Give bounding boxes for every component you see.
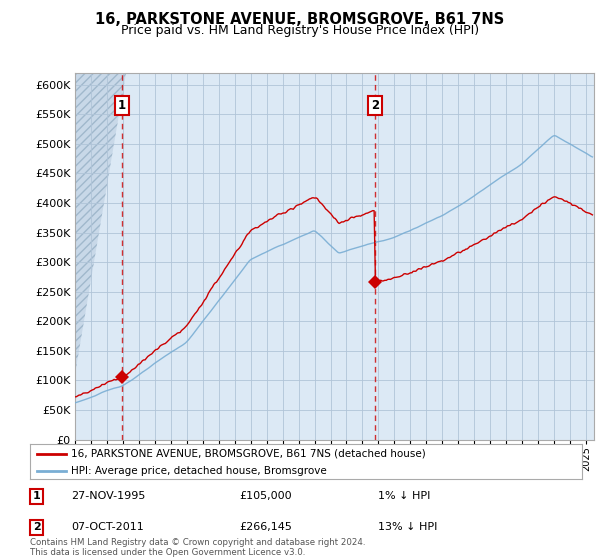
Text: 16, PARKSTONE AVENUE, BROMSGROVE, B61 7NS: 16, PARKSTONE AVENUE, BROMSGROVE, B61 7N… [95, 12, 505, 27]
Text: Price paid vs. HM Land Registry's House Price Index (HPI): Price paid vs. HM Land Registry's House … [121, 24, 479, 37]
Text: HPI: Average price, detached house, Bromsgrove: HPI: Average price, detached house, Brom… [71, 466, 327, 476]
Text: 27-NOV-1995: 27-NOV-1995 [71, 491, 146, 501]
Text: Contains HM Land Registry data © Crown copyright and database right 2024.
This d: Contains HM Land Registry data © Crown c… [30, 538, 365, 557]
Text: £266,145: £266,145 [240, 522, 293, 533]
Text: 07-OCT-2011: 07-OCT-2011 [71, 522, 144, 533]
Text: 2: 2 [33, 522, 40, 533]
Text: 1: 1 [33, 491, 40, 501]
Polygon shape [75, 73, 126, 374]
Text: 2: 2 [371, 99, 379, 113]
Text: 1% ↓ HPI: 1% ↓ HPI [378, 491, 430, 501]
Text: 1: 1 [118, 99, 125, 113]
Text: £105,000: £105,000 [240, 491, 292, 501]
Text: 13% ↓ HPI: 13% ↓ HPI [378, 522, 437, 533]
Text: 16, PARKSTONE AVENUE, BROMSGROVE, B61 7NS (detached house): 16, PARKSTONE AVENUE, BROMSGROVE, B61 7N… [71, 449, 426, 459]
